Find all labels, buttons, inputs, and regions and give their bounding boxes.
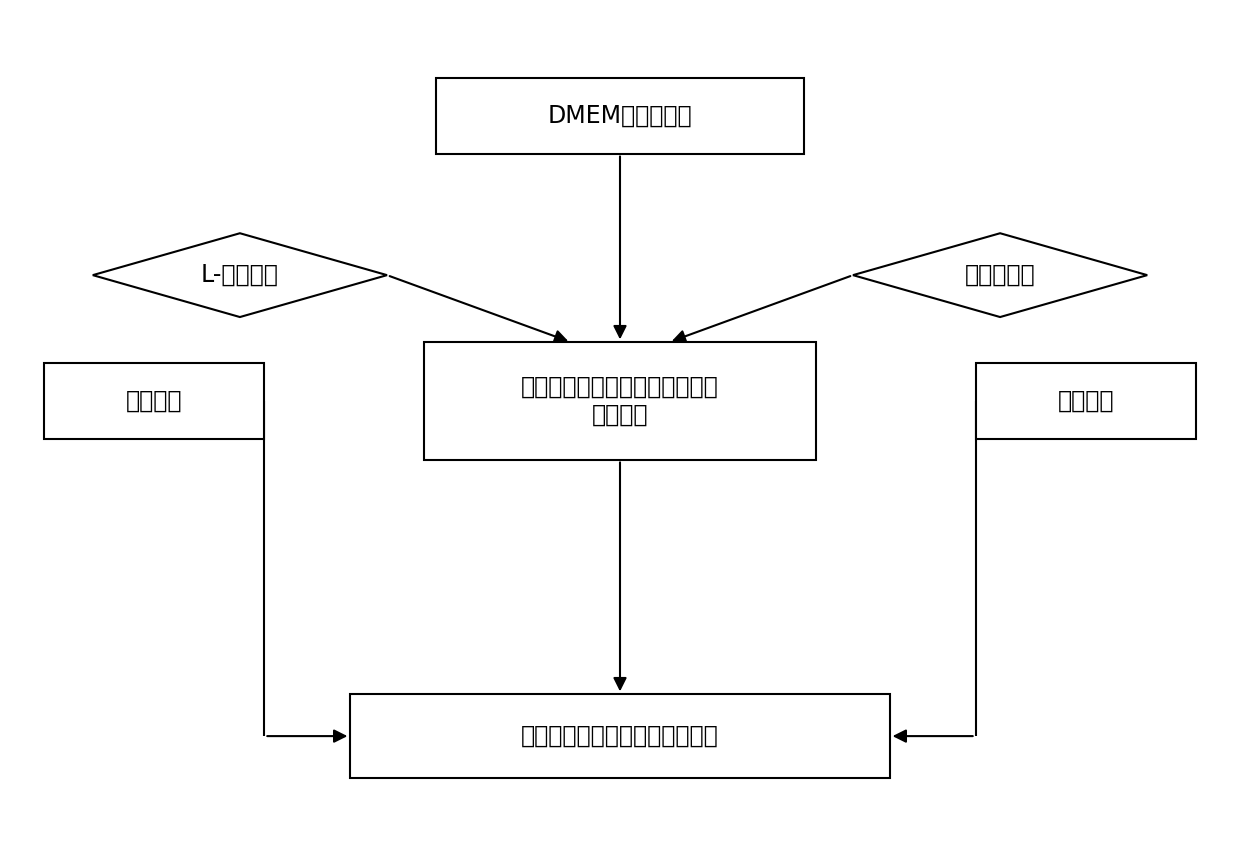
Text: 氢化可的松: 氢化可的松 (965, 263, 1035, 287)
Bar (436, 78, 804, 153)
Bar (424, 343, 816, 459)
Text: 可供细胞无源生长的细胞培养基: 可供细胞无源生长的细胞培养基 (521, 724, 719, 748)
Polygon shape (93, 233, 387, 317)
Text: 青链霉素: 青链霉素 (1058, 389, 1115, 413)
Text: DMEM基础培养基: DMEM基础培养基 (548, 104, 692, 128)
Text: L-谷氨酰胺: L-谷氨酰胺 (201, 263, 279, 287)
Bar (350, 694, 890, 778)
Bar (976, 363, 1197, 439)
Text: 胎牛血清: 胎牛血清 (125, 389, 182, 413)
Bar (43, 363, 264, 439)
Polygon shape (853, 233, 1147, 317)
Text: 无血清的可供细胞无源生长的细
胞培养基: 无血清的可供细胞无源生长的细 胞培养基 (521, 375, 719, 427)
